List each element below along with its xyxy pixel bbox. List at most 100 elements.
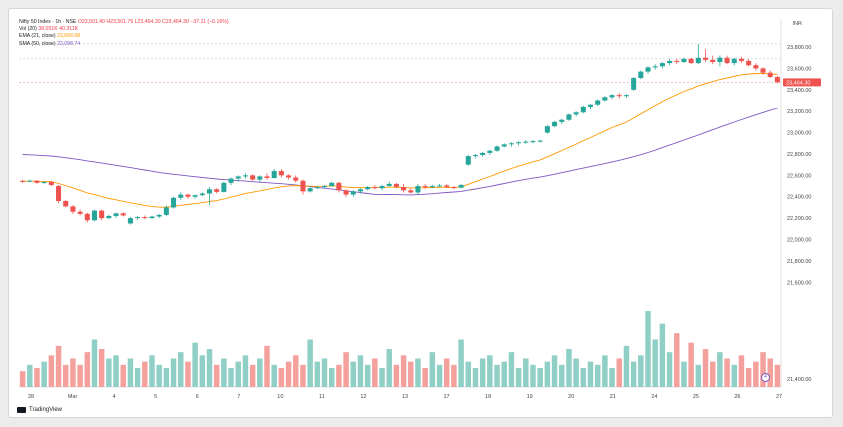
volume-bar — [278, 368, 285, 387]
candle-body — [386, 183, 392, 187]
candle-body — [199, 193, 205, 196]
x-tick-label: 19 — [527, 394, 533, 400]
price-chart[interactable]: 21,600.00 21,800.00 22,000.00 22,200.00 22,4… — [9, 9, 834, 419]
volume-bar — [41, 361, 47, 387]
sma-line — [22, 107, 778, 196]
candle-body — [178, 194, 184, 198]
candle-body — [77, 211, 83, 214]
volume-bar — [55, 345, 62, 387]
volume-bar — [479, 358, 486, 387]
candle-body — [552, 121, 558, 127]
candle-body — [652, 66, 658, 68]
x-tick-label: 7 — [237, 394, 240, 400]
candle-body — [307, 188, 313, 192]
volume-bar — [472, 368, 479, 387]
candle-body — [142, 217, 148, 219]
volume-bar — [587, 361, 594, 387]
volume-bar — [70, 358, 76, 387]
volume-bar — [465, 361, 472, 387]
volume-bar — [221, 358, 227, 387]
legend-vol-row[interactable]: Vol (20) 38.051K 40.311K — [19, 26, 229, 33]
volume-bar — [515, 368, 522, 387]
x-tick-label: 24 — [651, 394, 657, 400]
volume-bar — [48, 355, 55, 387]
legend-ema-row[interactable]: EMA (21, close) 23,658.08 — [19, 33, 229, 40]
volume-bar — [185, 361, 191, 387]
candle-body — [767, 72, 773, 77]
volume-bar — [451, 364, 457, 387]
candle-body — [595, 100, 601, 105]
y-tick-label: 23,200.00 — [787, 109, 811, 115]
candle-body — [70, 206, 76, 212]
candle-body — [537, 140, 543, 142]
y-tick-label: 22,400.00 — [787, 195, 811, 201]
candle-body — [91, 210, 97, 221]
legend-sma-row[interactable]: SMA (50, close) 23,098.74 — [19, 41, 229, 48]
candle-body — [257, 176, 263, 180]
currency-label[interactable]: INR — [792, 21, 802, 27]
candle-body — [487, 150, 493, 153]
volume-bar — [738, 355, 745, 387]
candle-body — [300, 180, 306, 192]
candle-body — [667, 60, 673, 64]
volume-bar — [113, 355, 119, 387]
volume-bar — [336, 364, 342, 387]
candle-body — [322, 186, 328, 188]
volume-bar — [674, 333, 680, 387]
candle-body — [609, 95, 615, 98]
volume-bar — [300, 364, 306, 387]
volume-bar — [458, 339, 464, 387]
candle-body — [688, 58, 694, 64]
ema-value: 23,658.08 — [57, 33, 81, 40]
last-price-tag — [783, 78, 821, 87]
candle-body — [214, 189, 220, 192]
candle-body — [710, 59, 716, 63]
candle-body — [365, 187, 371, 190]
volume-bar — [91, 339, 98, 387]
vol-label: Vol (20) — [19, 26, 37, 33]
volume-bar — [523, 358, 529, 387]
volume-bar — [321, 358, 328, 387]
volume-bar — [530, 364, 536, 387]
volume-bar — [156, 364, 162, 387]
volume-bar — [134, 368, 141, 387]
volume-bar — [228, 368, 234, 387]
candle-body — [774, 76, 780, 83]
candle-body — [444, 185, 450, 188]
candle-body — [530, 141, 536, 143]
candle-body — [286, 175, 292, 178]
candle-body — [645, 67, 651, 72]
chart-panel[interactable]: 21,600.00 21,800.00 22,000.00 22,200.00 22,4… — [8, 8, 833, 418]
candle-body — [587, 104, 594, 107]
volume-bar — [659, 323, 666, 387]
candle-body — [379, 186, 385, 189]
volume-bar — [357, 355, 364, 387]
candle-body — [638, 71, 644, 79]
candle-body — [156, 214, 162, 217]
volume-bar — [616, 358, 622, 387]
volume-bar — [544, 361, 551, 387]
tradingview-logo[interactable]: TradingView — [17, 407, 62, 413]
y-tick-label: 21,800.00 — [787, 259, 811, 265]
candle-body — [350, 191, 356, 195]
candle-body — [566, 114, 572, 120]
volume-bar — [142, 361, 148, 387]
legend-symbol-row[interactable]: Nifty 50 Index · 1h · NSE O23,501.40 H23… — [19, 19, 229, 26]
volume-bar — [199, 355, 206, 387]
candle-body — [703, 57, 709, 60]
x-tick-label: 5 — [154, 394, 157, 400]
candle-body — [106, 215, 112, 219]
volume-bar — [681, 361, 687, 387]
volume-bar — [293, 355, 299, 387]
candle-body — [494, 146, 500, 151]
volume-bar — [429, 352, 436, 387]
candle-body — [329, 182, 335, 187]
candle-body — [738, 58, 744, 61]
candle-body — [20, 180, 26, 182]
y-tick-label: 21,600.00 — [787, 280, 811, 286]
candle-body — [357, 189, 363, 192]
volume-bar — [767, 358, 773, 387]
candle-body — [336, 182, 342, 191]
event-marker[interactable]: 4 — [761, 373, 770, 382]
volume-bar — [623, 345, 630, 387]
